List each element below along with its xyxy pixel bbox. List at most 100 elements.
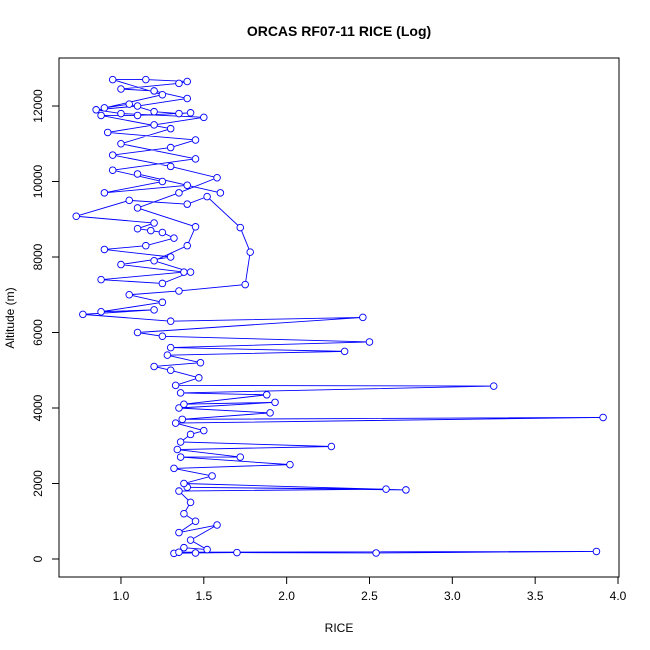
data-point (213, 173, 221, 182)
data-point (340, 347, 349, 356)
data-point (125, 291, 133, 299)
data-point (263, 391, 271, 399)
y-tick-label: 12000 (31, 89, 45, 123)
x-tick-label: 3.0 (444, 589, 461, 603)
data-point (203, 192, 211, 201)
data-point (150, 362, 158, 371)
data-point (166, 253, 175, 261)
data-point (241, 280, 249, 289)
y-tick-label: 8000 (31, 243, 45, 270)
data-point (180, 268, 188, 276)
data-point (92, 106, 100, 114)
x-tick-label: 2.5 (361, 589, 378, 603)
data-point (236, 453, 245, 461)
data-point (186, 536, 195, 544)
data-point (191, 517, 200, 525)
data-point (100, 104, 109, 112)
x-tick-label: 1.5 (195, 589, 212, 603)
y-tick-label: 0 (31, 555, 45, 562)
data-point (208, 472, 216, 480)
x-axis-label: RICE (325, 621, 354, 635)
data-point (108, 151, 117, 159)
data-point (117, 85, 125, 93)
y-tick-label: 4000 (31, 394, 45, 421)
data-point (180, 479, 188, 488)
data-point (142, 75, 150, 84)
data-point (191, 223, 200, 231)
data-point (97, 275, 105, 284)
data-point (170, 464, 178, 473)
data-point (133, 204, 142, 212)
data-point (176, 453, 185, 461)
data-point (103, 128, 112, 137)
data-point (125, 196, 133, 205)
data-point (133, 111, 142, 120)
data-point (175, 189, 183, 197)
data-point (108, 75, 117, 84)
data-point (108, 166, 117, 174)
data-point (402, 486, 410, 494)
x-tick-label: 2.0 (278, 589, 295, 603)
data-point (183, 200, 191, 208)
data-point (125, 100, 133, 108)
data-point (186, 430, 195, 439)
series-line (76, 79, 604, 554)
data-point (133, 224, 142, 233)
data-point (200, 113, 208, 122)
data-point (175, 404, 183, 412)
data-point (180, 543, 188, 552)
y-tick-label: 10000 (31, 165, 45, 199)
data-point (170, 234, 178, 242)
data-point (175, 287, 183, 295)
data-point (382, 485, 390, 493)
data-point (117, 140, 125, 148)
data-point (79, 310, 87, 319)
data-point (216, 189, 225, 197)
data-point (171, 381, 180, 390)
data-point (195, 374, 203, 382)
data-point (163, 351, 172, 359)
data-point (176, 438, 185, 446)
data-point (133, 328, 142, 337)
data-point (166, 162, 175, 171)
data-point (150, 107, 158, 116)
data-point (142, 241, 150, 250)
data-point (166, 124, 175, 133)
data-point (158, 298, 167, 307)
data-point (599, 413, 607, 422)
data-point (183, 241, 191, 250)
data-point (150, 306, 158, 314)
data-point (213, 521, 221, 529)
x-tick-label: 1.0 (113, 589, 130, 603)
data-point (100, 245, 109, 254)
data-point (489, 382, 498, 390)
data-point (176, 389, 185, 397)
data-point (158, 177, 167, 186)
data-point (97, 111, 105, 120)
data-point (327, 442, 336, 451)
y-axis-label: Altitude (m) (3, 287, 17, 348)
data-point (150, 257, 158, 265)
data-point (150, 87, 158, 95)
data-point (175, 487, 183, 495)
data-point (200, 426, 208, 435)
data-point (372, 549, 380, 557)
data-point (286, 460, 294, 469)
data-point (171, 419, 180, 427)
data-point (186, 109, 195, 117)
data-point (592, 547, 601, 556)
data-point (158, 279, 167, 288)
data-point (180, 509, 188, 518)
chart-title: ORCAS RF07-11 RICE (Log) (247, 23, 431, 39)
y-tick-label: 6000 (31, 319, 45, 346)
x-tick-label: 3.5 (527, 589, 544, 603)
data-point (191, 136, 200, 144)
data-point (246, 248, 254, 256)
data-point (183, 94, 191, 103)
data-point (175, 79, 183, 88)
data-point (133, 102, 142, 110)
data-point (359, 313, 367, 322)
data-point (147, 226, 155, 235)
data-point (158, 228, 167, 237)
